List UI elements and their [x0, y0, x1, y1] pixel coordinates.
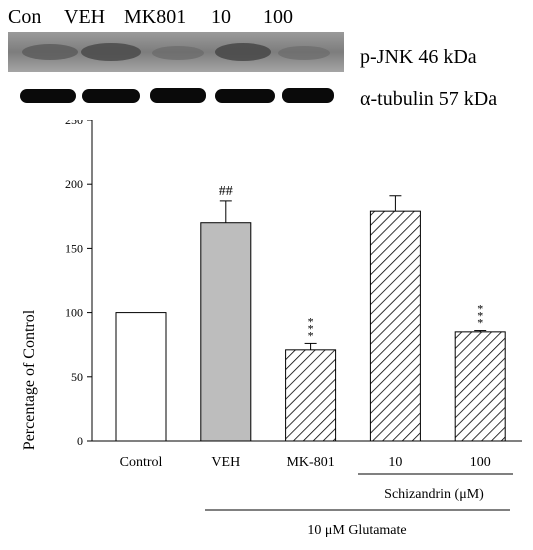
x-tick-label: MK-801	[286, 455, 334, 470]
bar	[454, 331, 506, 442]
tubulin-blot-image	[8, 84, 344, 108]
x-tick-label: VEH	[211, 455, 240, 470]
x-tick-label: 100	[470, 455, 491, 470]
bar	[369, 210, 421, 442]
lane-label-mk801: MK801	[124, 6, 187, 28]
lane-label-con: Con	[8, 6, 42, 28]
pjnk-label: p-JNK 46 kDa	[360, 46, 477, 68]
lane-label-100: 100	[263, 6, 293, 28]
y-tick-label: 0	[77, 434, 83, 448]
glutamate-label: 10 μM Glutamate	[307, 523, 406, 538]
pjnk-blot-image	[8, 32, 344, 72]
y-axis-label: Percentage of Control	[21, 309, 38, 450]
tubulin-label: α-tubulin 57 kDa	[360, 88, 498, 110]
significance-marker: ***	[308, 314, 314, 342]
bar	[285, 349, 337, 442]
bar	[115, 312, 167, 442]
significance-star: *	[477, 316, 483, 330]
significance-star: *	[308, 314, 314, 328]
y-tick-label: 250	[65, 120, 83, 127]
y-tick-label: 50	[71, 370, 83, 384]
x-tick-label: Control	[120, 455, 163, 470]
significance-star: *	[477, 309, 483, 323]
significance-star: *	[308, 328, 314, 342]
significance-star: *	[477, 302, 483, 316]
significance-marker: ***	[477, 302, 483, 330]
bar	[200, 222, 252, 442]
y-tick-label: 150	[65, 241, 83, 255]
y-tick-label: 200	[65, 177, 83, 191]
y-tick-label: 100	[65, 306, 83, 320]
significance-marker: ##	[219, 184, 233, 199]
lane-label-10: 10	[211, 6, 231, 28]
significance-star: *	[308, 321, 314, 335]
x-tick-label: 10	[388, 455, 402, 470]
schizandrin-label: Schizandrin (μM)	[384, 487, 484, 502]
lane-label-veh: VEH	[64, 6, 106, 28]
